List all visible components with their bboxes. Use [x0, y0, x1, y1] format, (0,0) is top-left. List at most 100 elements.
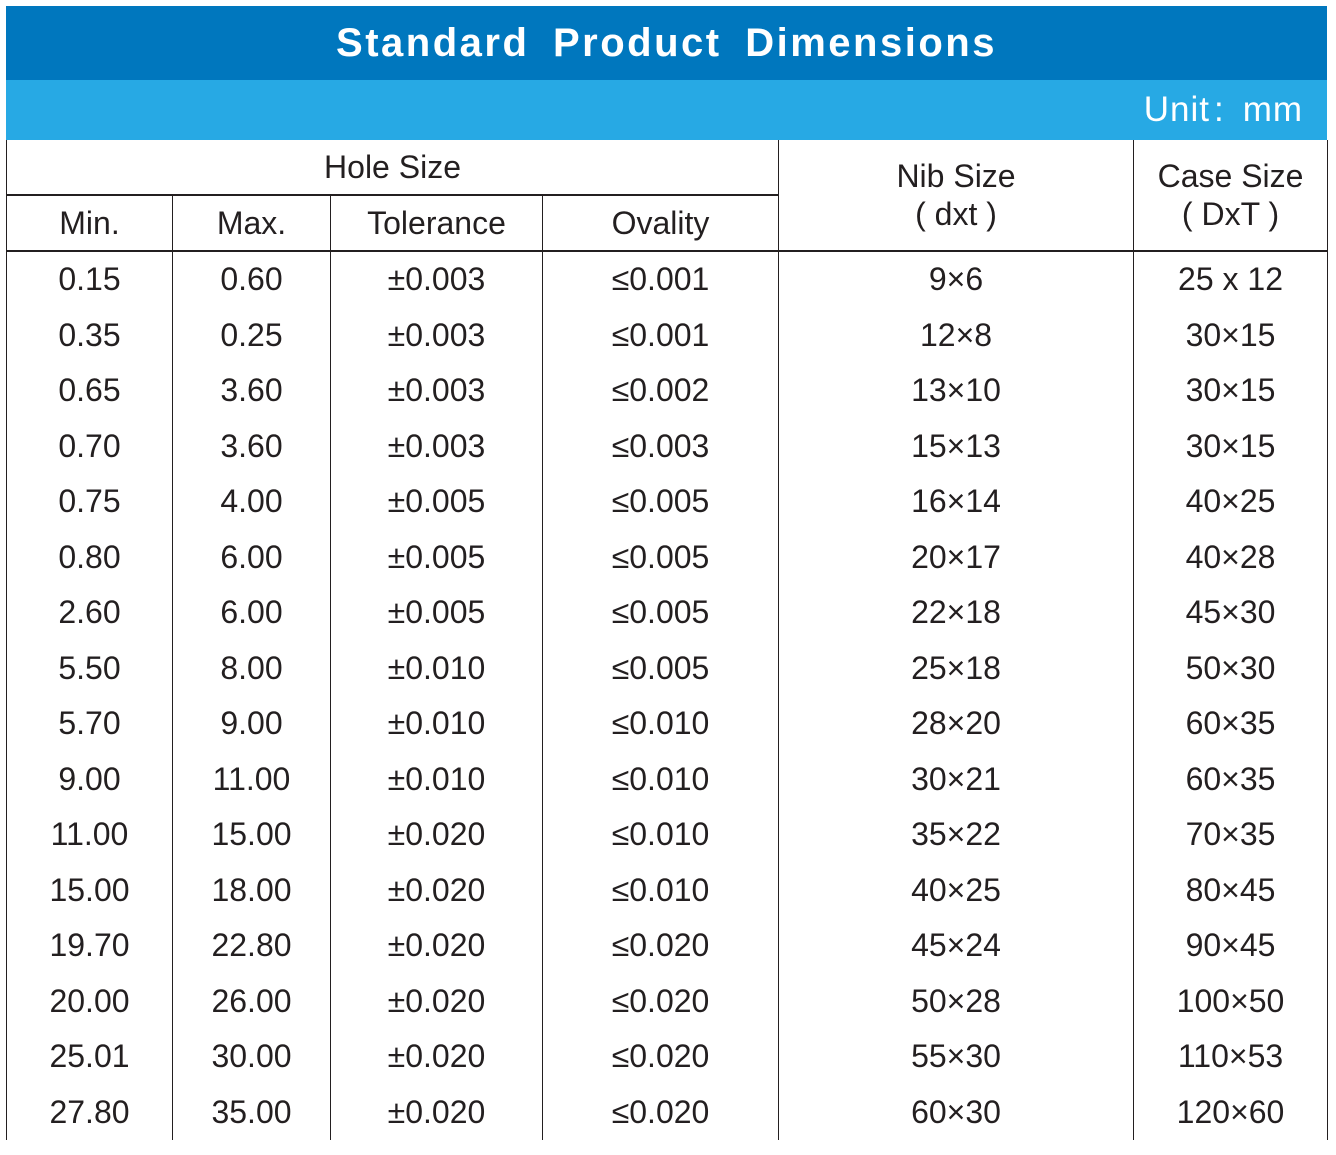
- cell-ovality: ≤0.002: [542, 363, 780, 419]
- dimensions-table: Hole Size Nib Size ( dxt ) Case Size ( D…: [5, 140, 1329, 1140]
- cell-tolerance: ±0.020: [330, 862, 543, 918]
- unit-label: Unit: [1143, 90, 1210, 129]
- cell-nib-size: 20×17: [778, 529, 1135, 585]
- cell-min: 15.00: [6, 862, 173, 918]
- cell-max: 6.00: [172, 529, 331, 585]
- table-row: 25.01 30.00 ±0.020 ≤0.020 55×30 110×53: [6, 1029, 1329, 1085]
- cell-ovality: ≤0.020: [542, 1084, 780, 1140]
- header-tolerance: Tolerance: [330, 195, 543, 252]
- table-row: 0.35 0.25 ±0.003 ≤0.001 12×8 30×15: [6, 307, 1329, 363]
- header-nib-size-label: Nib Size: [896, 158, 1016, 194]
- cell-max: 3.60: [172, 363, 331, 419]
- cell-min: 0.15: [6, 251, 173, 308]
- table-body: 0.15 0.60 ±0.003 ≤0.001 9×6 25 x 12 0.35 0.25 ±0…: [6, 251, 1329, 1140]
- cell-tolerance: ±0.010: [330, 751, 543, 807]
- header-max: Max.: [172, 195, 331, 252]
- cell-max: 30.00: [172, 1029, 331, 1085]
- cell-nib-size: 13×10: [778, 363, 1135, 419]
- cell-tolerance: ±0.005: [330, 529, 543, 585]
- cell-min: 0.65: [6, 363, 173, 419]
- unit-value: mm: [1242, 90, 1303, 129]
- cell-min: 11.00: [6, 807, 173, 863]
- cell-case-size: 80×45: [1133, 862, 1329, 918]
- cell-case-size: 45×30: [1133, 585, 1329, 641]
- cell-ovality: ≤0.020: [542, 1029, 780, 1085]
- cell-nib-size: 60×30: [778, 1084, 1135, 1140]
- table-row: 9.00 11.00 ±0.010 ≤0.010 30×21 60×35: [6, 751, 1329, 807]
- cell-ovality: ≤0.020: [542, 918, 780, 974]
- cell-min: 5.70: [6, 696, 173, 752]
- table-row: 11.00 15.00 ±0.020 ≤0.010 35×22 70×35: [6, 807, 1329, 863]
- cell-nib-size: 12×8: [778, 307, 1135, 363]
- table-row: 27.80 35.00 ±0.020 ≤0.020 60×30 120×60: [6, 1084, 1329, 1140]
- table-row: 2.60 6.00 ±0.005 ≤0.005 22×18 45×30: [6, 585, 1329, 641]
- table-row: 5.50 8.00 ±0.010 ≤0.005 25×18 50×30: [6, 640, 1329, 696]
- cell-tolerance: ±0.020: [330, 1029, 543, 1085]
- cell-case-size: 50×30: [1133, 640, 1329, 696]
- cell-min: 19.70: [6, 918, 173, 974]
- cell-ovality: ≤0.020: [542, 973, 780, 1029]
- table-row: 0.15 0.60 ±0.003 ≤0.001 9×6 25 x 12: [6, 251, 1329, 308]
- cell-max: 18.00: [172, 862, 331, 918]
- table-row: 0.75 4.00 ±0.005 ≤0.005 16×14 40×25: [6, 474, 1329, 530]
- cell-tolerance: ±0.003: [330, 363, 543, 419]
- cell-nib-size: 22×18: [778, 585, 1135, 641]
- cell-ovality: ≤0.001: [542, 251, 780, 308]
- cell-min: 25.01: [6, 1029, 173, 1085]
- cell-min: 0.80: [6, 529, 173, 585]
- cell-nib-size: 9×6: [778, 251, 1135, 308]
- cell-tolerance: ±0.003: [330, 251, 543, 308]
- table-row: 0.80 6.00 ±0.005 ≤0.005 20×17 40×28: [6, 529, 1329, 585]
- header-hole-size: Hole Size: [5, 140, 780, 196]
- cell-case-size: 25 x 12: [1133, 251, 1329, 308]
- cell-max: 3.60: [172, 418, 331, 474]
- cell-max: 0.60: [172, 251, 331, 308]
- cell-max: 15.00: [172, 807, 331, 863]
- cell-ovality: ≤0.005: [542, 640, 780, 696]
- cell-case-size: 120×60: [1133, 1084, 1329, 1140]
- cell-case-size: 40×25: [1133, 474, 1329, 530]
- cell-max: 35.00: [172, 1084, 331, 1140]
- unit-separator: :: [1213, 90, 1225, 129]
- cell-case-size: 100×50: [1133, 973, 1329, 1029]
- cell-case-size: 40×28: [1133, 529, 1329, 585]
- unit-bar: Unit: mm: [6, 80, 1327, 140]
- cell-min: 27.80: [6, 1084, 173, 1140]
- cell-min: 0.75: [6, 474, 173, 530]
- cell-min: 2.60: [6, 585, 173, 641]
- table-header: Hole Size Nib Size ( dxt ) Case Size ( D…: [5, 140, 1329, 252]
- cell-case-size: 30×15: [1133, 363, 1329, 419]
- cell-nib-size: 28×20: [778, 696, 1135, 752]
- cell-tolerance: ±0.020: [330, 918, 543, 974]
- cell-case-size: 60×35: [1133, 696, 1329, 752]
- cell-nib-size: 45×24: [778, 918, 1135, 974]
- cell-min: 0.35: [6, 307, 173, 363]
- table-row: 0.70 3.60 ±0.003 ≤0.003 15×13 30×15: [6, 418, 1329, 474]
- cell-ovality: ≤0.010: [542, 751, 780, 807]
- cell-nib-size: 15×13: [778, 418, 1135, 474]
- cell-max: 0.25: [172, 307, 331, 363]
- cell-ovality: ≤0.005: [542, 585, 780, 641]
- page-title: Standard Product Dimensions: [336, 20, 997, 65]
- table-row: 20.00 26.00 ±0.020 ≤0.020 50×28 100×50: [6, 973, 1329, 1029]
- cell-min: 20.00: [6, 973, 173, 1029]
- cell-case-size: 90×45: [1133, 918, 1329, 974]
- cell-tolerance: ±0.020: [330, 807, 543, 863]
- cell-tolerance: ±0.020: [330, 973, 543, 1029]
- header-nib-size-sub: ( dxt ): [915, 196, 997, 232]
- cell-tolerance: ±0.020: [330, 1084, 543, 1140]
- cell-max: 4.00: [172, 474, 331, 530]
- cell-nib-size: 55×30: [778, 1029, 1135, 1085]
- header-case-size-sub: ( DxT ): [1181, 196, 1280, 232]
- cell-tolerance: ±0.005: [330, 474, 543, 530]
- header-case-size-label: Case Size: [1157, 158, 1304, 194]
- cell-ovality: ≤0.005: [542, 474, 780, 530]
- cell-max: 9.00: [172, 696, 331, 752]
- cell-min: 0.70: [6, 418, 173, 474]
- cell-nib-size: 35×22: [778, 807, 1135, 863]
- cell-case-size: 70×35: [1133, 807, 1329, 863]
- cell-max: 8.00: [172, 640, 331, 696]
- header-nib-size: Nib Size ( dxt ): [778, 140, 1135, 252]
- cell-nib-size: 50×28: [778, 973, 1135, 1029]
- cell-ovality: ≤0.010: [542, 807, 780, 863]
